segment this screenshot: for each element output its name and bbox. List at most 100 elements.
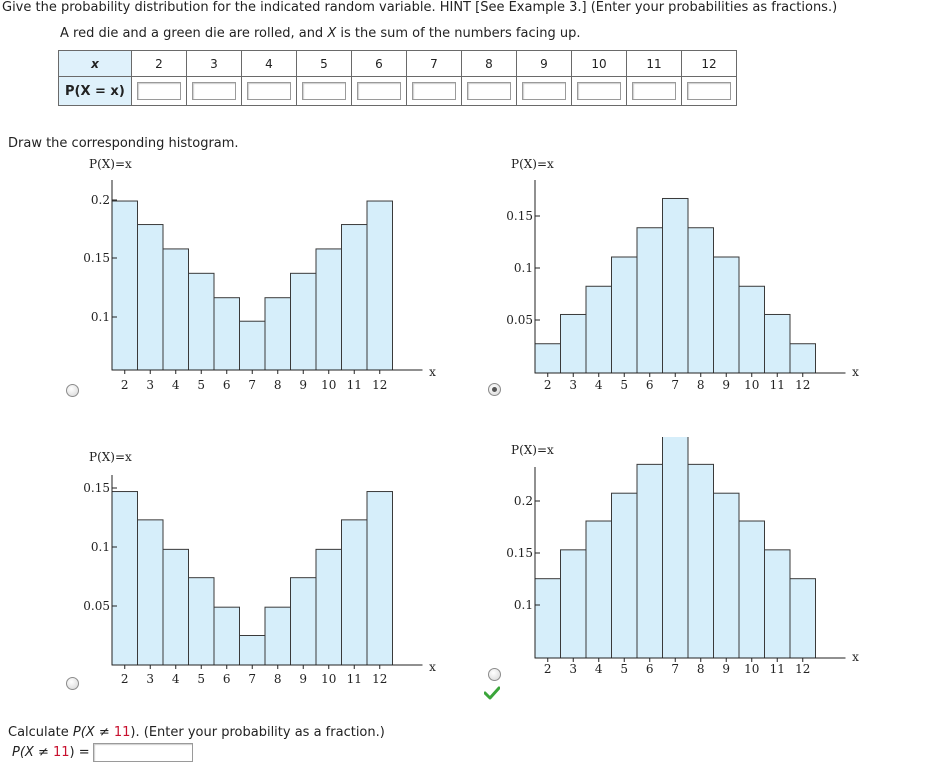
y-tick-label: 0.1 [91,540,110,554]
p-cell [351,76,407,106]
probability-input[interactable] [632,82,676,100]
histogram-bar [137,519,164,666]
histogram-bar [162,548,189,666]
histogram-bar [713,256,740,374]
x-tick-label: 11 [347,672,362,686]
histogram-bar [111,491,138,666]
x-tick-label: 2 [121,378,129,392]
p-cell [681,76,737,106]
calculate-expr-left: P(X [72,725,99,740]
p-cell [186,76,242,106]
x-tick-label: 10 [321,378,336,392]
x-tick-label: 5 [197,672,205,686]
calculate-expr-right: ). [130,725,140,740]
y-axis-label: P(X)=x [89,450,132,464]
histogram-chart-b: P(X)=x 0.15 0.1 0.05 2 3 4 5 6 7 8 9 10 11 12 x [506,157,859,392]
x-tick-label: 9 [299,672,307,686]
histogram-bar [213,606,240,666]
calculate-neq: ≠ [98,725,110,740]
probability-input[interactable] [357,82,401,100]
y-tick-label: 0.1 [514,598,533,612]
question-text: Give the probability distribution for th… [2,0,838,15]
p-cell [626,76,682,106]
x-value: 7 [406,50,462,77]
y-tick-label: 0.15 [83,251,110,265]
x-tick-label: 7 [671,662,679,676]
x-tick-label: 11 [347,378,362,392]
histogram-bar [315,248,342,371]
histogram-bar [239,635,266,666]
histogram-bar [188,272,215,371]
x-tick-label: 7 [248,672,256,686]
probability-input[interactable] [192,82,236,100]
probability-input[interactable] [412,82,456,100]
x-tick-label: 8 [274,672,282,686]
histogram-bar [585,520,612,659]
p-cell [406,76,462,106]
x-tick-label: 2 [544,662,552,676]
answer-input[interactable] [93,743,193,762]
x-tick-label: 3 [146,378,154,392]
scenario-text-before: A red die and a green die are rolled, an… [60,26,328,41]
x-value: 4 [241,50,297,77]
probability-input[interactable] [577,82,621,100]
histogram-bar [341,519,368,666]
probability-input[interactable] [522,82,566,100]
y-tick-label: 0.05 [83,599,110,613]
histogram-bar [636,463,663,659]
x-tick-label: 6 [646,378,654,392]
histogram-bar [213,297,240,371]
x-tick-label: 9 [722,662,730,676]
x-tick-label: 4 [172,378,180,392]
histogram-chart-c: P(X)=x 0.15 0.1 0.05 2 3 4 5 6 7 8 9 10 11 12 x [83,450,436,686]
option-radio-d[interactable] [488,668,501,681]
x-value: 11 [626,50,682,77]
histogram-chart-d: P(X)=x 0.2 0.15 0.1 2 3 4 5 6 7 8 9 10 11 12 x [506,437,859,676]
p-cell [461,76,517,106]
p-cell [516,76,572,106]
x-value: 5 [296,50,352,77]
x-tick-label: 3 [569,378,577,392]
x-value: 10 [571,50,627,77]
option-radio-b[interactable] [488,383,501,396]
x-tick-label: 2 [544,378,552,392]
histogram-bar [111,200,138,371]
histogram-bar [366,200,393,371]
checkmark-icon [484,686,500,700]
histogram-bar [764,313,791,374]
x-tick-label: 4 [595,378,603,392]
histogram-bar [534,343,561,374]
histogram-bar [611,256,638,374]
probability-input[interactable] [687,82,731,100]
p-row: P(X = x) [58,76,737,106]
histogram-bar [239,320,266,371]
probability-input[interactable] [137,82,181,100]
option-radio-c[interactable] [66,677,79,690]
probability-table: x 2 3 4 5 6 7 8 9 10 11 12 P(X = x) [58,50,737,106]
calculate-suffix: (Enter your probability as a fraction.) [139,725,385,740]
histogram-chart-a: P(X)=x 0.2 0.15 0.1 2 3 4 5 6 7 8 9 10 11 12 x [83,157,436,392]
x-tick-label: 8 [697,662,705,676]
histogram-bar [560,313,587,374]
x-axis-label: x [852,650,859,664]
histogram-bar [738,285,765,374]
x-tick-label: 8 [274,378,282,392]
histogram-bar [366,491,393,666]
answer-label-right: ) = [69,745,90,760]
x-tick-label: 12 [372,378,387,392]
probability-input[interactable] [302,82,346,100]
histogram-bar [764,549,791,659]
x-tick-label: 8 [697,378,705,392]
option-radio-a[interactable] [66,384,79,397]
histogram-bar [162,248,189,371]
x-axis-label: x [852,365,859,379]
y-axis-label: P(X)=x [511,157,554,171]
probability-input[interactable] [247,82,291,100]
x-header: x [58,50,132,77]
p-cell [241,76,297,106]
probability-input[interactable] [467,82,511,100]
x-tick-label: 12 [795,378,810,392]
y-tick-label: 0.2 [514,494,533,508]
y-tick-label: 0.1 [91,310,110,324]
histogram-bar [636,227,663,374]
